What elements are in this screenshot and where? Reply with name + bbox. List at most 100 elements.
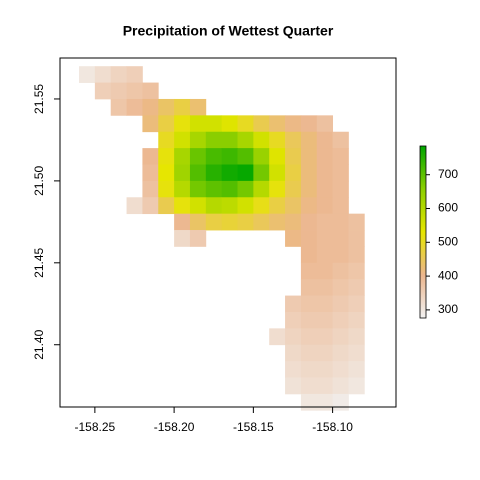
raster-cell bbox=[300, 377, 318, 395]
raster-cell bbox=[269, 213, 286, 231]
raster-cell bbox=[332, 262, 349, 280]
raster-cell bbox=[142, 115, 159, 133]
raster-cell bbox=[300, 148, 318, 165]
raster-cell bbox=[300, 115, 318, 133]
raster-cell bbox=[316, 164, 334, 182]
raster-cell bbox=[205, 197, 223, 215]
raster-cell bbox=[253, 164, 270, 182]
raster-cell bbox=[332, 131, 349, 149]
raster-cell bbox=[332, 361, 349, 378]
raster-cell bbox=[158, 148, 175, 165]
raster-cell bbox=[332, 377, 349, 395]
raster-cell bbox=[316, 279, 334, 296]
raster-cell bbox=[189, 98, 207, 116]
raster-cell bbox=[174, 197, 191, 215]
raster-cell bbox=[300, 361, 318, 378]
raster-cell bbox=[332, 311, 349, 329]
y-tick-label: 21.45 bbox=[32, 247, 46, 277]
raster-cell bbox=[142, 82, 159, 100]
raster-cell bbox=[253, 148, 270, 165]
raster-cell bbox=[174, 180, 191, 198]
raster-cell bbox=[221, 164, 238, 182]
raster-cell bbox=[316, 344, 334, 362]
raster-cell bbox=[348, 230, 365, 247]
raster-cell bbox=[110, 66, 127, 83]
raster-cell bbox=[332, 246, 349, 264]
raster-cell bbox=[269, 115, 286, 133]
raster-cell bbox=[269, 131, 286, 149]
raster-cell bbox=[189, 230, 207, 247]
raster-cell bbox=[126, 82, 143, 100]
raster-cell bbox=[189, 148, 207, 165]
raster-cell bbox=[300, 311, 318, 329]
x-tick-label: -158.10 bbox=[312, 420, 353, 434]
x-tick-label: -158.15 bbox=[233, 420, 274, 434]
raster-cell bbox=[285, 180, 302, 198]
colorbar-tick-label: 300 bbox=[438, 302, 458, 316]
raster-cell bbox=[332, 164, 349, 182]
y-tick-label: 21.40 bbox=[32, 329, 46, 359]
raster-cell bbox=[332, 197, 349, 215]
raster-cell bbox=[300, 180, 318, 198]
raster-cell bbox=[253, 197, 270, 215]
raster-cell bbox=[285, 148, 302, 165]
raster-cell bbox=[269, 328, 286, 346]
raster-cell bbox=[205, 115, 223, 133]
raster-cell bbox=[285, 213, 302, 231]
raster-cell bbox=[205, 213, 223, 231]
raster-cell bbox=[253, 131, 270, 149]
raster-cell bbox=[269, 197, 286, 215]
raster-cell bbox=[142, 197, 159, 215]
raster-cell bbox=[221, 197, 238, 215]
raster-cell bbox=[316, 180, 334, 198]
raster-cell bbox=[142, 164, 159, 182]
raster-cell bbox=[332, 295, 349, 313]
raster-cell bbox=[348, 311, 365, 329]
raster-cell bbox=[332, 328, 349, 346]
raster-cell bbox=[174, 230, 191, 247]
raster-cell bbox=[300, 393, 318, 411]
raster-cell bbox=[316, 131, 334, 149]
colorbar-tick-label: 400 bbox=[438, 268, 458, 282]
raster-cell bbox=[174, 213, 191, 231]
raster-cell bbox=[285, 230, 302, 247]
raster-cell bbox=[285, 295, 302, 313]
raster-cell bbox=[300, 164, 318, 182]
raster-cell bbox=[158, 197, 175, 215]
raster-cell bbox=[332, 230, 349, 247]
raster-cell bbox=[300, 295, 318, 313]
raster-cell bbox=[316, 148, 334, 165]
raster-cell bbox=[237, 213, 254, 231]
x-tick-label: -158.25 bbox=[75, 420, 116, 434]
raster-cell bbox=[205, 131, 223, 149]
raster-cell bbox=[237, 115, 254, 133]
raster-cell bbox=[285, 311, 302, 329]
raster-cell bbox=[300, 246, 318, 264]
raster-cell bbox=[189, 131, 207, 149]
raster-cell bbox=[285, 197, 302, 215]
raster-cell bbox=[348, 377, 365, 395]
raster-cell bbox=[285, 377, 302, 395]
raster-cell bbox=[348, 213, 365, 231]
raster-cell bbox=[285, 344, 302, 362]
raster-cell bbox=[142, 180, 159, 198]
raster-cell bbox=[332, 148, 349, 165]
raster-cell bbox=[253, 180, 270, 198]
chart-title: Precipitation of Wettest Quarter bbox=[123, 23, 334, 39]
raster-cell bbox=[142, 148, 159, 165]
colorbar-tick-label: 700 bbox=[438, 167, 458, 181]
raster-cell bbox=[189, 213, 207, 231]
raster-cell bbox=[316, 295, 334, 313]
raster-cell bbox=[300, 328, 318, 346]
raster-cell bbox=[316, 230, 334, 247]
raster-cell bbox=[221, 148, 238, 165]
raster-cell bbox=[126, 197, 143, 215]
raster-cell bbox=[316, 246, 334, 264]
raster-cell bbox=[332, 180, 349, 198]
raster-cell bbox=[110, 82, 127, 100]
raster-cell bbox=[237, 131, 254, 149]
raster-cell bbox=[348, 246, 365, 264]
colorbar-tick-label: 600 bbox=[438, 201, 458, 215]
raster-cell bbox=[158, 98, 175, 116]
raster-cell bbox=[237, 164, 254, 182]
